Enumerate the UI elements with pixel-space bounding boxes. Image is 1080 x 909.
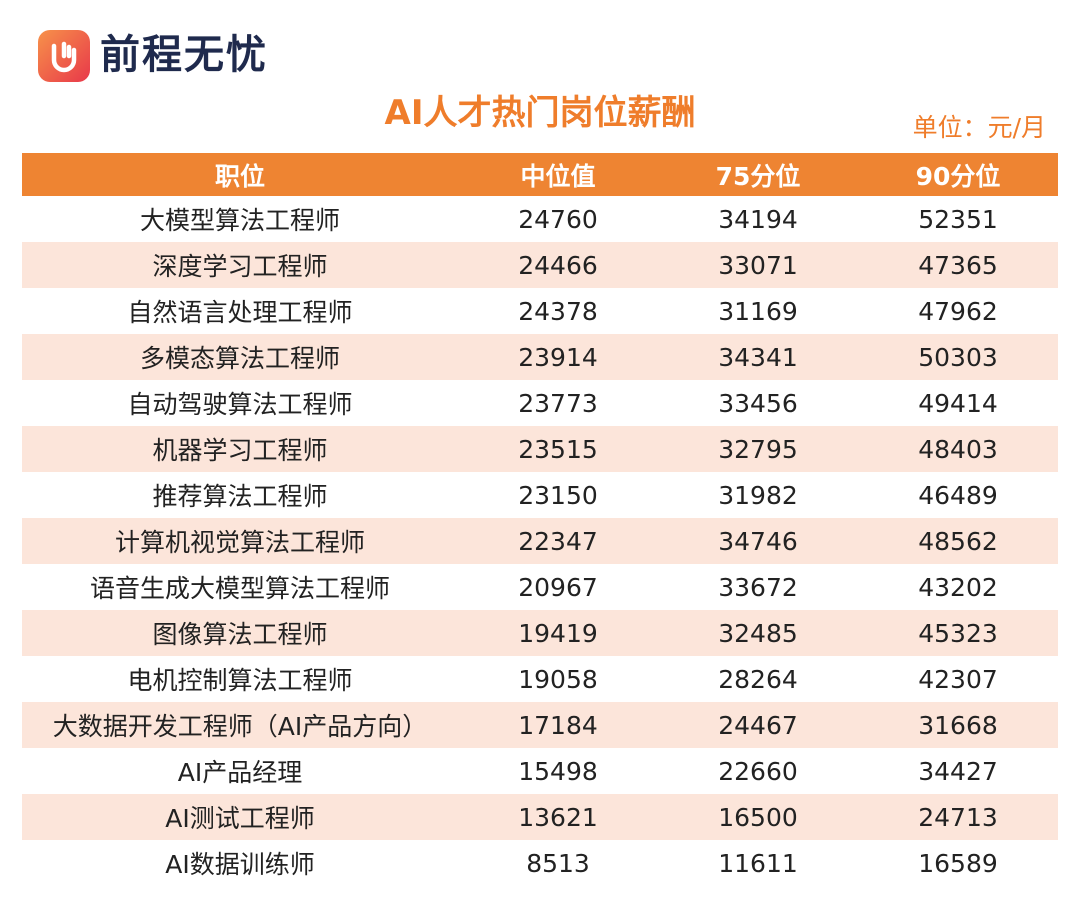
salary-cell: 34341 — [658, 334, 858, 380]
salary-cell: 47962 — [918, 296, 998, 326]
salary-cell: 22347 — [458, 518, 658, 564]
salary-cell: 33071 — [658, 242, 858, 288]
salary-cell: 15498 — [518, 756, 598, 786]
job-title-cell: 多模态算法工程师 — [22, 334, 458, 380]
salary-cell: 22660 — [718, 756, 798, 786]
brand: 前程无忧 — [100, 32, 268, 78]
column-header: 75分位 — [658, 153, 858, 196]
job-title-cell: 大数据开发工程师（AI产品方向） — [22, 702, 458, 748]
salary-cell: 33672 — [718, 572, 798, 602]
table-row: 语音生成大模型算法工程师 20967 33672 43202 — [22, 564, 1058, 610]
salary-cell: 31169 — [718, 296, 798, 326]
salary-cell: 50303 — [858, 334, 1058, 380]
table-body: 大模型算法工程师 24760 34194 52351 深度学习工程师 24466 33071… — [22, 196, 1058, 886]
table-row: 大模型算法工程师 24760 34194 52351 — [22, 196, 1058, 242]
salary-cell: 49414 — [918, 388, 998, 418]
job-title-cell: AI数据训练师 — [165, 850, 315, 879]
job-title-cell: 自然语言处理工程师 — [127, 298, 353, 327]
table-row: 自动驾驶算法工程师 23773 33456 49414 — [22, 380, 1058, 426]
table-row: AI产品经理 15498 22660 34427 — [22, 748, 1058, 794]
salary-cell: 33456 — [718, 388, 798, 418]
salary-cell: 8513 — [526, 848, 590, 878]
salary-cell: 16589 — [918, 848, 998, 878]
salary-cell: 17184 — [458, 702, 658, 748]
salary-cell: 23773 — [518, 388, 598, 418]
salary-cell: 11611 — [718, 848, 798, 878]
job-title-cell: 图像算法工程师 — [22, 610, 458, 656]
salary-cell: 24760 — [518, 204, 598, 234]
salary-cell: 19058 — [518, 664, 598, 694]
salary-cell: 23914 — [458, 334, 658, 380]
salary-cell: 43202 — [918, 572, 998, 602]
salary-cell: 34427 — [918, 756, 998, 786]
column-header: 90分位 — [858, 153, 1058, 196]
table-row: 自然语言处理工程师 24378 31169 47962 — [22, 288, 1058, 334]
salary-cell: 23150 — [518, 480, 598, 510]
salary-cell: 47365 — [858, 242, 1058, 288]
column-header: 职位 — [22, 153, 458, 196]
table-row: AI测试工程师 13621 16500 24713 — [22, 794, 1058, 840]
salary-cell: 31982 — [718, 480, 798, 510]
job-title-cell: 计算机视觉算法工程师 — [22, 518, 458, 564]
salary-cell: 24713 — [858, 794, 1058, 840]
salary-cell: 20967 — [518, 572, 598, 602]
logo — [38, 30, 90, 82]
job-title-cell: AI产品经理 — [177, 758, 303, 787]
table-row: 图像算法工程师 19419 32485 45323 — [22, 610, 1058, 656]
salary-cell: 48403 — [858, 426, 1058, 472]
salary-cell: 45323 — [858, 610, 1058, 656]
table-row: AI数据训练师 8513 11611 16589 — [22, 840, 1058, 886]
salary-cell: 32795 — [658, 426, 858, 472]
table-row: 大数据开发工程师（AI产品方向） 17184 24467 31668 — [22, 702, 1058, 748]
table-row: 计算机视觉算法工程师 22347 34746 48562 — [22, 518, 1058, 564]
job-title-cell: 机器学习工程师 — [22, 426, 458, 472]
salary-cell: 46489 — [918, 480, 998, 510]
salary-cell: 28264 — [718, 664, 798, 694]
job-title-cell: 自动驾驶算法工程师 — [127, 390, 353, 419]
salary-cell: 24466 — [458, 242, 658, 288]
salary-cell: 32485 — [658, 610, 858, 656]
job-title-cell: 深度学习工程师 — [22, 242, 458, 288]
job-title-cell: 推荐算法工程师 — [152, 482, 328, 511]
salary-table: 职位 中位值 75分位 90分位 大模型算法工程师 24760 34194 52351 深度学… — [22, 153, 1058, 886]
salary-cell: 24378 — [518, 296, 598, 326]
salary-cell: 42307 — [918, 664, 998, 694]
table-row: 推荐算法工程师 23150 31982 46489 — [22, 472, 1058, 518]
unit-note: 单位：元/月 — [912, 113, 1046, 142]
header-row: 职位 中位值 75分位 90分位 — [22, 153, 1058, 196]
salary-cell: 23515 — [458, 426, 658, 472]
salary-cell: 16500 — [658, 794, 858, 840]
job-title-cell: AI测试工程师 — [22, 794, 458, 840]
salary-cell: 19419 — [458, 610, 658, 656]
salary-cell: 34194 — [718, 204, 798, 234]
salary-cell: 13621 — [458, 794, 658, 840]
table-row: 机器学习工程师 23515 32795 48403 — [22, 426, 1058, 472]
column-header: 中位值 — [458, 153, 658, 196]
table-row: 多模态算法工程师 23914 34341 50303 — [22, 334, 1058, 380]
table-row: 深度学习工程师 24466 33071 47365 — [22, 242, 1058, 288]
salary-cell: 24467 — [658, 702, 858, 748]
job-title-cell: 语音生成大模型算法工程师 — [89, 574, 390, 603]
table-row: 电机控制算法工程师 19058 28264 42307 — [22, 656, 1058, 702]
salary-cell: 52351 — [918, 204, 998, 234]
salary-cell: 31668 — [858, 702, 1058, 748]
salary-cell: 34746 — [658, 518, 858, 564]
job-title-cell: 电机控制算法工程师 — [127, 666, 353, 695]
salary-cell: 48562 — [858, 518, 1058, 564]
title: AI人才热门岗位薪酬 — [384, 93, 696, 133]
job-title-cell: 大模型算法工程师 — [139, 206, 340, 235]
